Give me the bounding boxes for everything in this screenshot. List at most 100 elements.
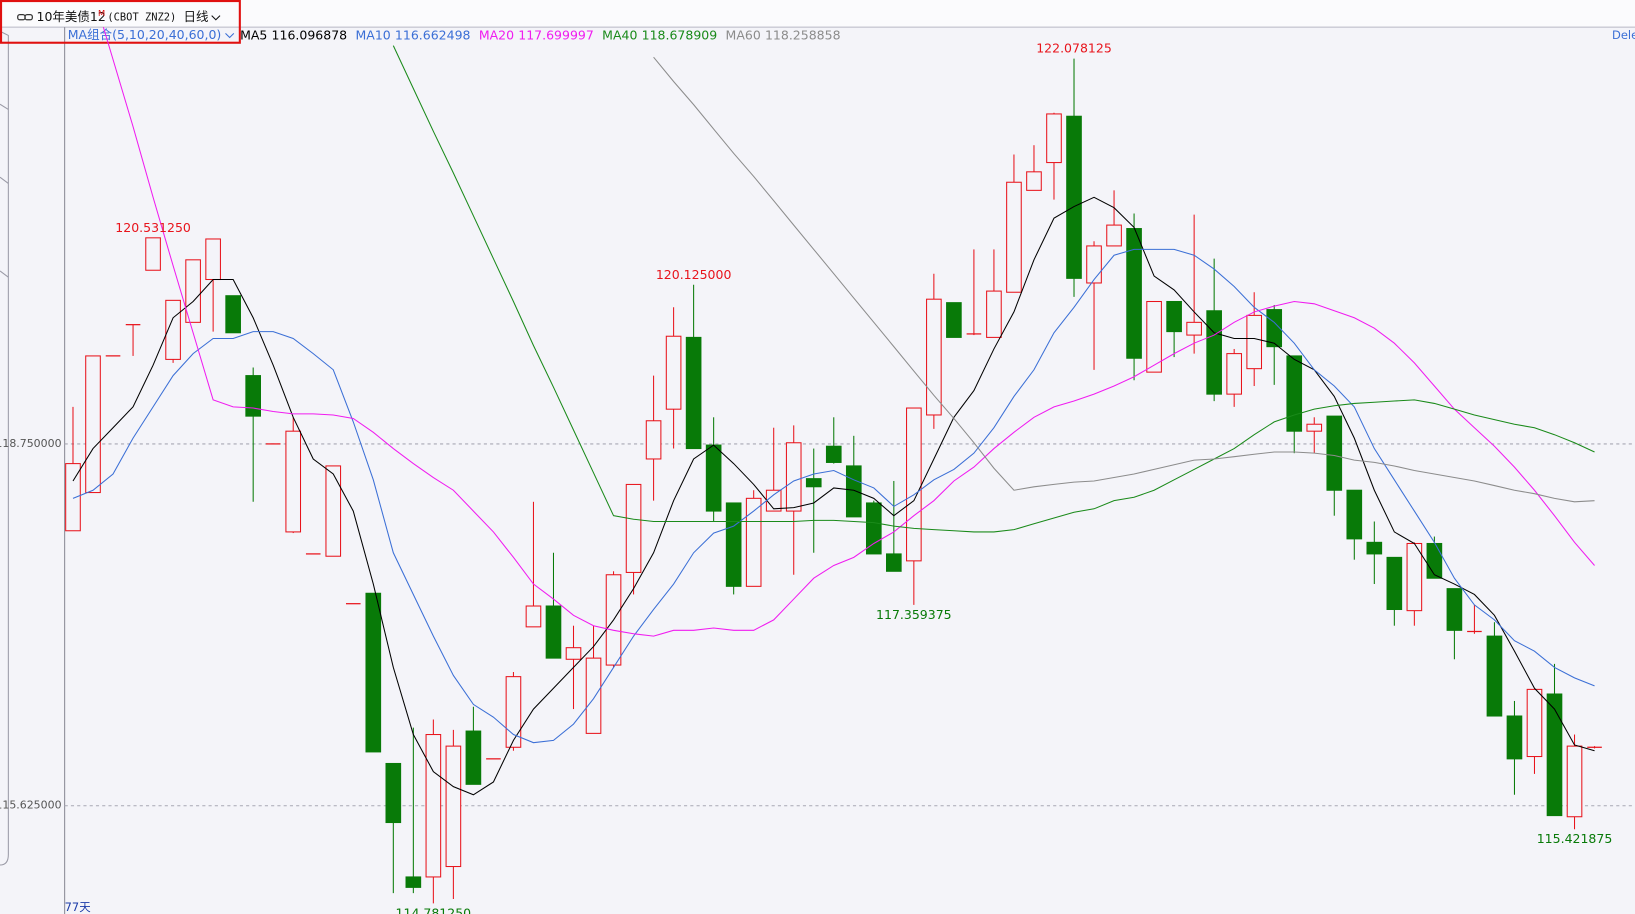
candle: [745, 490, 762, 587]
candle-body: [765, 489, 782, 512]
ma-name: MA60: [726, 27, 761, 42]
candle: [85, 355, 101, 494]
candle: [1306, 417, 1323, 454]
candle: [145, 237, 161, 271]
candle: [465, 706, 482, 785]
corner-label[interactable]: Dele: [1612, 28, 1635, 42]
candle-body: [285, 430, 302, 533]
candle-body: [185, 259, 201, 323]
candle-body: [565, 647, 582, 660]
ma-legend: MA10 116.662498: [355, 27, 470, 42]
candle-body: [245, 375, 261, 417]
candle: [1546, 663, 1563, 817]
ma-value: 117.699997: [518, 27, 594, 42]
candle: [765, 427, 782, 512]
candle-body: [405, 876, 422, 888]
period-select[interactable]: 日线: [184, 9, 210, 24]
ma-legend: MA5 116.096878: [240, 27, 347, 42]
candle: [1346, 489, 1363, 560]
candle-body: [845, 465, 862, 518]
candle-body: [906, 407, 922, 562]
candle: [1587, 746, 1602, 749]
ma-line: [653, 56, 1595, 503]
indicator-select[interactable]: MA组合(5,10,20,40,60,0): [68, 27, 222, 42]
candle-body: [805, 478, 822, 488]
candle-body: [1526, 688, 1543, 758]
candle-body: [585, 657, 602, 734]
candle: [165, 299, 181, 363]
candle-body: [525, 605, 542, 628]
candle: [1166, 300, 1182, 358]
ma-line: [72, 196, 1595, 796]
symbol-code: (CBOT ZNZ2): [107, 12, 176, 24]
candle: [365, 592, 382, 753]
candle: [1026, 145, 1042, 191]
candle-body: [926, 298, 942, 416]
symbol-icon: [17, 13, 33, 21]
highlight-box: [0, 0, 241, 44]
candle-body: [1346, 489, 1363, 540]
high-annotation: 122.078125: [1036, 41, 1112, 56]
candle: [1206, 258, 1222, 402]
candle: [1446, 588, 1463, 660]
ma-legend: MA60 118.258858: [726, 27, 841, 42]
candle-body: [1206, 310, 1222, 395]
candle: [1366, 521, 1383, 585]
candle: [1386, 556, 1403, 626]
candle: [966, 249, 982, 336]
candle: [225, 295, 241, 334]
candle-body: [1086, 245, 1102, 284]
candle-body: [225, 295, 241, 334]
candle: [1186, 214, 1202, 354]
candle: [1226, 348, 1242, 407]
candle-body: [1066, 115, 1082, 279]
candle-body: [665, 335, 682, 410]
candle: [645, 375, 662, 501]
period-chevron[interactable]: [211, 15, 221, 21]
candle-body: [685, 336, 702, 450]
plot-area: [65, 27, 1602, 904]
candle-body: [1106, 224, 1122, 247]
low-annotation: 115.421875: [1537, 831, 1613, 846]
candle: [425, 719, 442, 904]
candle: [245, 367, 261, 502]
candle: [805, 448, 822, 553]
side-panel: [0, 30, 9, 866]
candle-body: [1406, 542, 1423, 612]
candle: [1506, 700, 1523, 795]
high-annotation: 120.125000: [656, 267, 732, 282]
low-annotation: 117.359375: [876, 607, 952, 622]
candle-body: [545, 605, 562, 659]
low-annotation: 114.781250: [396, 905, 472, 914]
ma-name: MA5: [240, 27, 267, 42]
candle: [685, 284, 702, 450]
y-tick-label: 115.625000: [0, 799, 62, 812]
candle-body: [1026, 171, 1042, 191]
candle-body: [705, 444, 722, 512]
candle-body: [1046, 113, 1062, 164]
candle-body: [745, 497, 762, 587]
candle-body: [645, 420, 662, 460]
candle: [1526, 688, 1543, 774]
candle: [1326, 415, 1343, 516]
candle-body: [465, 730, 482, 785]
candle: [1486, 622, 1503, 717]
candle-body: [65, 463, 81, 532]
candle: [906, 407, 922, 605]
symbol[interactable]: 10年美债12: [36, 9, 105, 24]
toolbar: [0, 0, 1635, 28]
ma-line: [72, 248, 1595, 744]
candle-body: [1166, 300, 1182, 333]
candle-body: [365, 592, 382, 753]
candle: [665, 307, 682, 449]
candle: [785, 425, 802, 575]
candle: [505, 672, 522, 751]
y-tick-label: 118.750000: [0, 437, 62, 450]
ma-value: 116.662498: [395, 27, 471, 42]
candle-body: [325, 465, 342, 557]
candle: [325, 465, 342, 557]
candle-body: [865, 502, 882, 555]
candle-body: [1426, 542, 1443, 579]
